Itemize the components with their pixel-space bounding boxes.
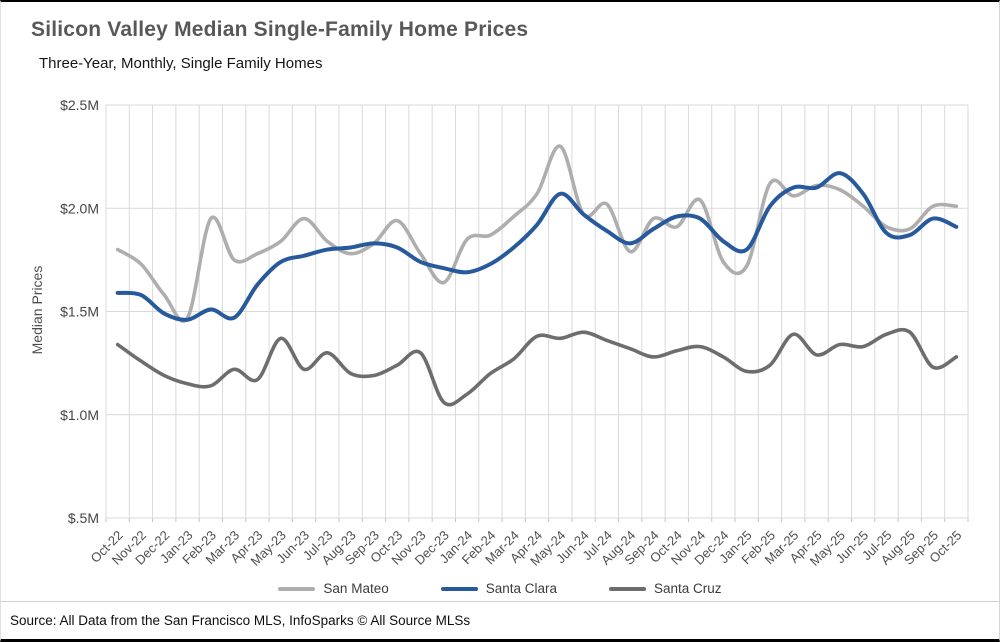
y-tick-label: $2.0M (60, 200, 99, 216)
chart-subtitle: Three-Year, Monthly, Single Family Homes (39, 55, 323, 72)
chart-title: Silicon Valley Median Single-Family Home… (31, 18, 529, 41)
legend-swatch-santa-cruz (609, 586, 647, 591)
y-tick-label: $.5M (68, 510, 99, 526)
legend-item-santa-cruz: Santa Cruz (609, 581, 722, 596)
y-tick-label: $1.5M (60, 304, 99, 320)
y-tick-label: $1.0M (60, 407, 99, 423)
legend-label: Santa Cruz (654, 581, 722, 596)
legend-label: San Mateo (323, 581, 389, 596)
y-tick-label: $2.5M (60, 97, 99, 113)
legend-label: Santa Clara (485, 581, 558, 596)
series-line-santa-cruz (115, 327, 959, 407)
legend-swatch-san-mateo (278, 586, 316, 591)
source-attribution: Source: All Data from the San Francisco … (0, 601, 1000, 639)
chart-legend: San Mateo Santa Clara Santa Cruz (0, 581, 1000, 596)
legend-item-san-mateo: San Mateo (278, 581, 389, 596)
series-line-san-mateo (115, 144, 959, 323)
series-line-santa-clara (115, 171, 959, 322)
legend-swatch-santa-clara (440, 586, 478, 591)
price-chart: $2.5M$2.0M$1.5M$1.0M$.5MOct-22Nov-22Dec-… (60, 97, 969, 569)
legend-item-santa-clara: Santa Clara (440, 581, 558, 596)
